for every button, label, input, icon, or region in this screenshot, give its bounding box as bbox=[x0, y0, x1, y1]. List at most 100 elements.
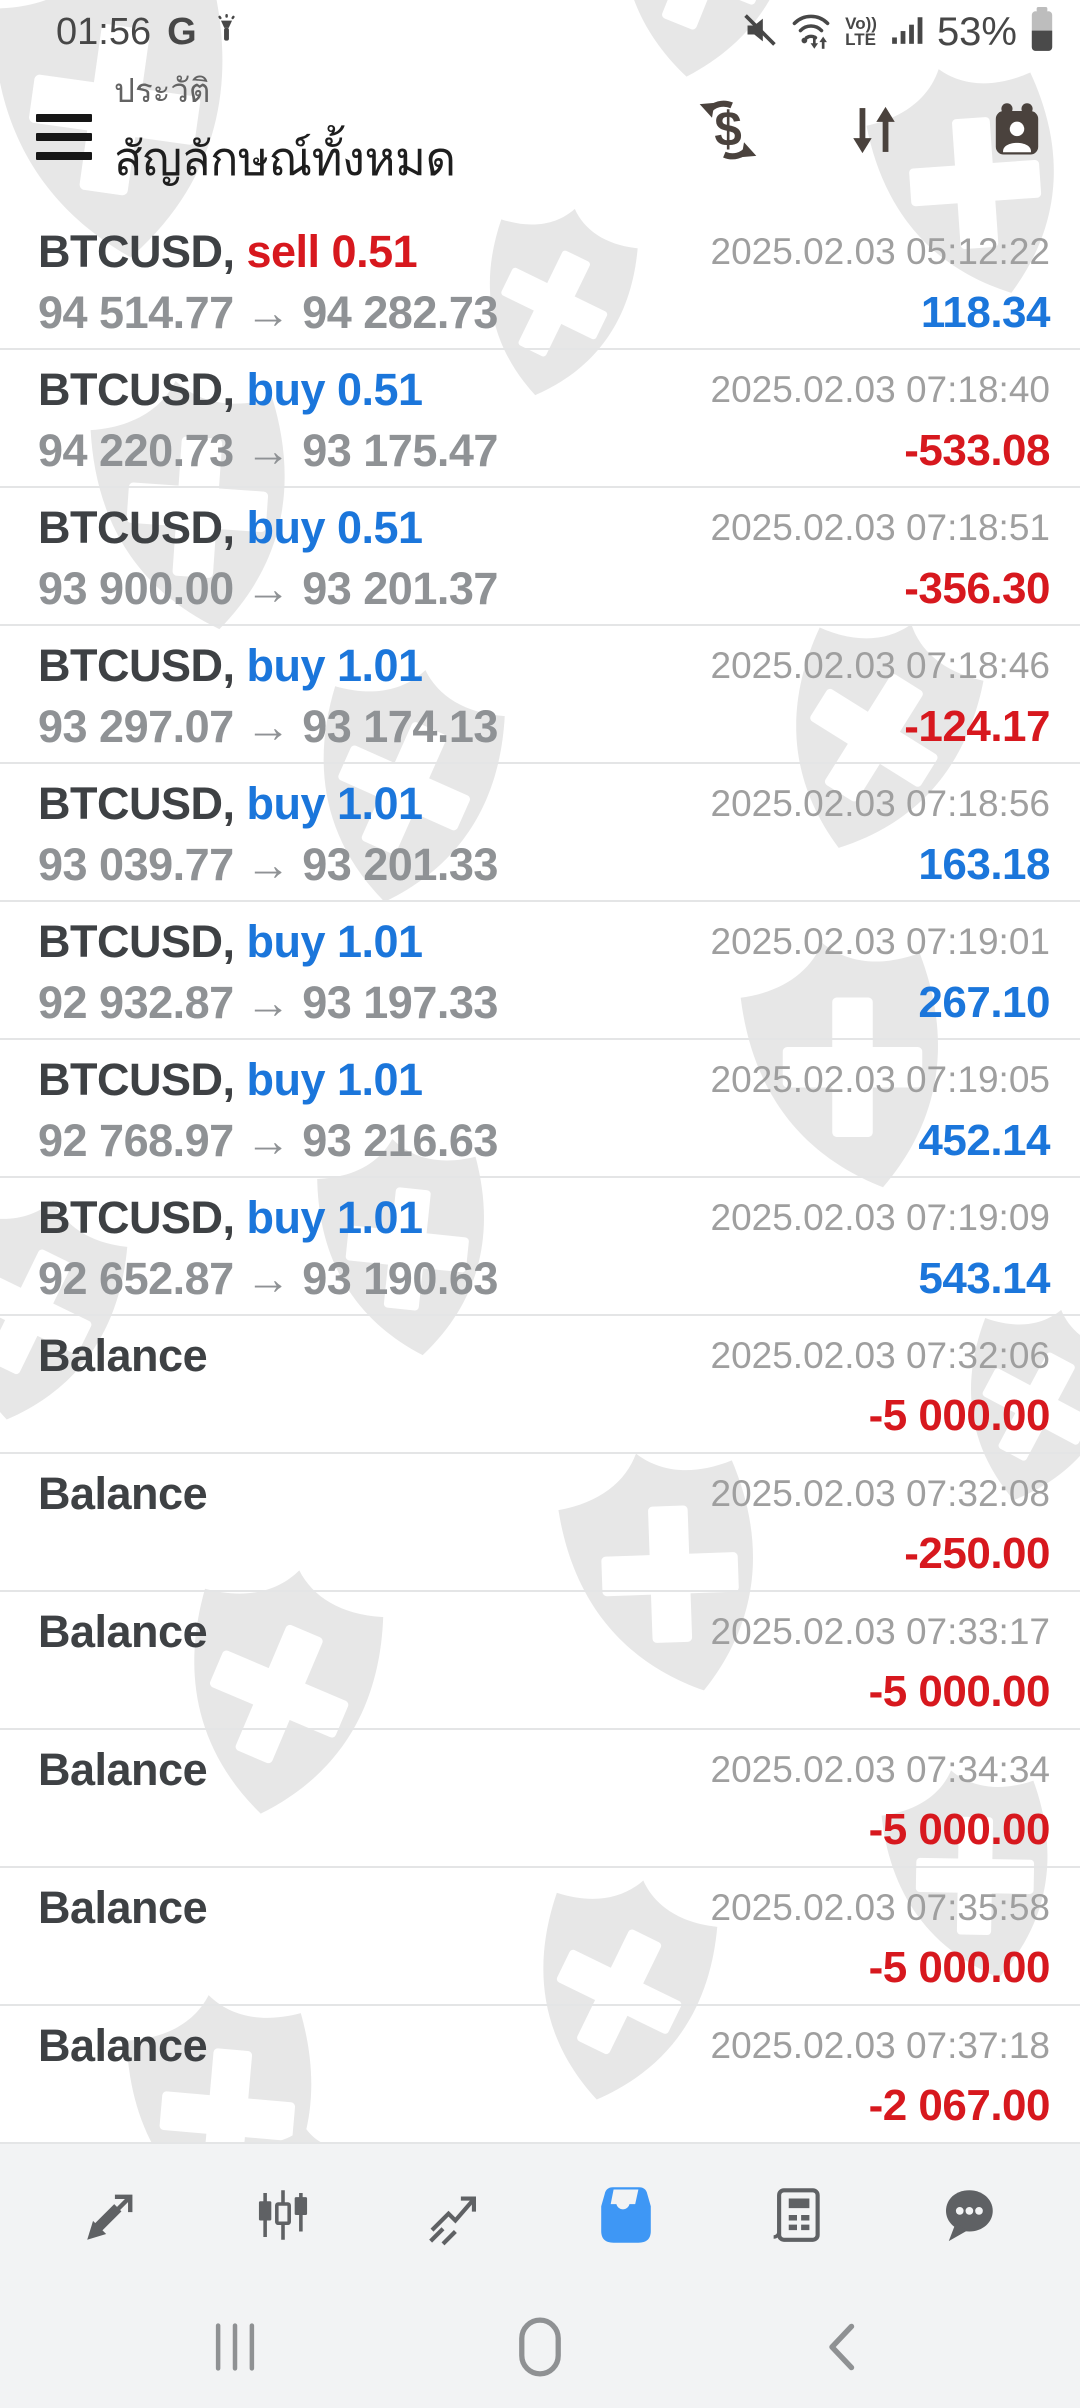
row-side: buy 0.51 bbox=[246, 364, 424, 415]
history-row[interactable]: BTCUSD, buy 1.01 2025.02.03 07:19:01 92 … bbox=[0, 902, 1080, 1040]
price-open: 93 900.00 bbox=[38, 563, 234, 614]
quotes-arrows-icon bbox=[77, 2180, 147, 2255]
tab-messages[interactable] bbox=[923, 2172, 1013, 2262]
row-symbol: BTCUSD, bbox=[38, 1054, 247, 1105]
row-symbol: Balance bbox=[38, 2020, 208, 2071]
row-symbol: BTCUSD, bbox=[38, 1192, 247, 1243]
row-prices: 93 297.07 → 93 174.13 bbox=[38, 701, 498, 753]
history-row[interactable]: BTCUSD, buy 1.01 2025.02.03 07:19:05 92 … bbox=[0, 1040, 1080, 1178]
row-title: Balance bbox=[38, 1744, 208, 1796]
row-datetime: 2025.02.03 07:37:18 bbox=[710, 2025, 1051, 2066]
price-open: 92 652.87 bbox=[38, 1253, 234, 1304]
tab-quotes[interactable] bbox=[67, 2172, 157, 2262]
row-side: buy 1.01 bbox=[246, 1192, 424, 1243]
history-row[interactable]: BTCUSD, buy 1.01 2025.02.03 07:18:56 93 … bbox=[0, 764, 1080, 902]
row-title: BTCUSD, buy 0.51 bbox=[38, 502, 423, 554]
arrow-right-icon: → bbox=[233, 563, 303, 614]
row-profit: 163.18 bbox=[918, 840, 1050, 889]
row-title: Balance bbox=[38, 1330, 208, 1382]
row-datetime: 2025.02.03 07:19:01 bbox=[710, 921, 1051, 962]
history-row[interactable]: BTCUSD, sell 0.51 2025.02.03 05:12:22 94… bbox=[0, 212, 1080, 350]
price-open: 92 768.97 bbox=[38, 1115, 234, 1166]
battery-icon bbox=[1030, 7, 1054, 57]
row-profit: -5 000.00 bbox=[868, 1805, 1051, 1854]
volte-indicator: Vo)) LTE bbox=[845, 14, 877, 49]
row-prices: 93 900.00 → 93 201.37 bbox=[38, 563, 498, 615]
account-badge-icon[interactable] bbox=[988, 101, 1046, 159]
row-symbol: Balance bbox=[38, 1606, 208, 1657]
row-title: BTCUSD, buy 1.01 bbox=[38, 1192, 423, 1244]
price-close: 93 201.37 bbox=[302, 563, 498, 614]
tab-history[interactable] bbox=[581, 2172, 671, 2262]
history-list: BTCUSD, sell 0.51 2025.02.03 05:12:22 94… bbox=[0, 212, 1080, 2144]
row-profit: 267.10 bbox=[918, 978, 1050, 1027]
row-profit: -250.00 bbox=[904, 1529, 1050, 1578]
row-profit: -356.30 bbox=[904, 564, 1050, 613]
row-datetime: 2025.02.03 07:18:51 bbox=[710, 507, 1051, 548]
row-title: Balance bbox=[38, 2020, 208, 2072]
history-row[interactable]: Balance 2025.02.03 07:33:17 -5 000.00 bbox=[0, 1592, 1080, 1730]
history-row[interactable]: Balance 2025.02.03 07:35:58 -5 000.00 bbox=[0, 1868, 1080, 2006]
history-row[interactable]: BTCUSD, buy 0.51 2025.02.03 07:18:51 93 … bbox=[0, 488, 1080, 626]
history-row[interactable]: Balance 2025.02.03 07:34:34 -5 000.00 bbox=[0, 1730, 1080, 1868]
battery-percent: 53% bbox=[936, 9, 1017, 54]
screen-subtitle: ประวัติ bbox=[114, 72, 211, 109]
trade-trend-icon bbox=[421, 2182, 487, 2253]
row-symbol: Balance bbox=[38, 1468, 208, 1519]
row-datetime: 2025.02.03 07:18:40 bbox=[710, 369, 1051, 410]
flashlight-icon bbox=[213, 14, 240, 50]
chat-bubble-icon bbox=[935, 2182, 1001, 2253]
bottom-nav bbox=[0, 2144, 1080, 2290]
row-profit: 452.14 bbox=[918, 1116, 1050, 1165]
history-row[interactable]: BTCUSD, buy 1.01 2025.02.03 07:18:46 93 … bbox=[0, 626, 1080, 764]
currency-exchange-icon[interactable]: $ bbox=[696, 98, 760, 162]
arrow-right-icon: → bbox=[233, 977, 303, 1028]
recents-button[interactable] bbox=[190, 2290, 280, 2408]
row-symbol: BTCUSD, bbox=[38, 640, 247, 691]
row-datetime: 2025.02.03 07:35:58 bbox=[710, 1887, 1051, 1928]
history-row[interactable]: BTCUSD, buy 1.01 2025.02.03 07:19:09 92 … bbox=[0, 1178, 1080, 1316]
tab-charts[interactable] bbox=[238, 2172, 328, 2262]
home-button[interactable] bbox=[495, 2290, 585, 2408]
history-row[interactable]: Balance 2025.02.03 07:37:18 -2 067.00 bbox=[0, 2006, 1080, 2144]
price-close: 93 174.13 bbox=[302, 701, 498, 752]
price-open: 92 932.87 bbox=[38, 977, 234, 1028]
row-side: buy 1.01 bbox=[246, 778, 424, 829]
page-title: สัญลักษณ์ทั้งหมด bbox=[114, 132, 456, 185]
history-row[interactable]: Balance 2025.02.03 07:32:06 -5 000.00 bbox=[0, 1316, 1080, 1454]
row-datetime: 2025.02.03 07:34:34 bbox=[710, 1749, 1051, 1790]
row-title: BTCUSD, buy 1.01 bbox=[38, 640, 423, 692]
price-close: 93 216.63 bbox=[302, 1115, 498, 1166]
price-open: 93 297.07 bbox=[38, 701, 234, 752]
down-up-arrows-icon[interactable] bbox=[844, 100, 904, 160]
row-symbol: Balance bbox=[38, 1882, 208, 1933]
home-icon bbox=[517, 2317, 563, 2382]
android-nav-bar bbox=[0, 2290, 1080, 2408]
price-close: 93 201.33 bbox=[302, 839, 498, 890]
row-datetime: 2025.02.03 07:32:06 bbox=[710, 1335, 1051, 1376]
row-profit: -2 067.00 bbox=[868, 2081, 1051, 2130]
arrow-right-icon: → bbox=[233, 287, 303, 338]
row-datetime: 2025.02.03 07:18:46 bbox=[710, 645, 1051, 686]
tab-news[interactable] bbox=[752, 2172, 842, 2262]
price-close: 93 175.47 bbox=[302, 425, 498, 476]
history-row[interactable]: BTCUSD, buy 0.51 2025.02.03 07:18:40 94 … bbox=[0, 350, 1080, 488]
speaker-muted-icon bbox=[743, 13, 777, 52]
back-button[interactable] bbox=[800, 2290, 890, 2408]
back-icon bbox=[819, 2321, 871, 2378]
row-datetime: 2025.02.03 07:32:08 bbox=[710, 1473, 1051, 1514]
row-symbol: Balance bbox=[38, 1330, 208, 1381]
tab-trade[interactable] bbox=[409, 2172, 499, 2262]
row-prices: 93 039.77 → 93 201.33 bbox=[38, 839, 498, 891]
row-prices: 92 768.97 → 93 216.63 bbox=[38, 1115, 498, 1167]
status-bar: 01:56 G bbox=[0, 0, 1080, 58]
menu-icon[interactable] bbox=[36, 114, 92, 160]
history-row[interactable]: Balance 2025.02.03 07:32:08 -250.00 bbox=[0, 1454, 1080, 1592]
carrier-letter: G bbox=[167, 10, 197, 53]
row-title: BTCUSD, buy 1.01 bbox=[38, 1054, 423, 1106]
row-profit: -5 000.00 bbox=[868, 1391, 1051, 1440]
row-symbol: BTCUSD, bbox=[38, 916, 247, 967]
row-title: BTCUSD, sell 0.51 bbox=[38, 226, 418, 278]
row-profit: 118.34 bbox=[920, 288, 1051, 337]
arrow-right-icon: → bbox=[233, 1115, 303, 1166]
